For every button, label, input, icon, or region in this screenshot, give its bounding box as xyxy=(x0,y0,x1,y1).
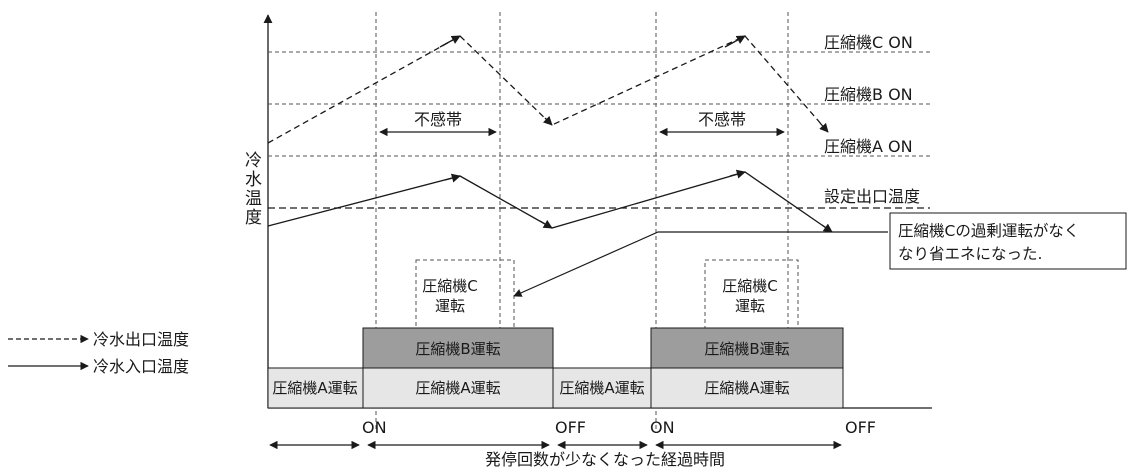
y-axis-label-char-4: 度 xyxy=(245,208,262,228)
comp-a-bar-2 xyxy=(362,367,554,409)
comp-a-bar-3 xyxy=(552,367,652,409)
callout-box xyxy=(889,212,1127,270)
comp-c-box-1-line-1: 圧縮機C xyxy=(422,277,477,295)
legend-outlet-label: 冷水出口温度 xyxy=(93,330,189,349)
label-setpoint: 設定出口温度 xyxy=(824,187,920,206)
outlet-arrow-head-1 xyxy=(439,35,461,48)
comp-c-box-1-line-2: 運転 xyxy=(435,297,465,315)
comp-a-bar-4 xyxy=(650,367,844,409)
outlet-temperature-line xyxy=(267,35,829,144)
inlet-arrow-head-4 xyxy=(821,223,833,233)
comp-c-box-2-line-2: 運転 xyxy=(735,297,765,315)
callout-line-1: 圧縮機Cの過剰運転がなく xyxy=(898,222,1079,240)
comp-c-box-2 xyxy=(704,259,799,329)
y-axis-label-char-2: 水 xyxy=(245,170,262,190)
outlet-arrow-head-3 xyxy=(724,35,746,48)
comp-b-bar-1 xyxy=(362,327,554,369)
timeline-off-1: OFF xyxy=(555,418,586,437)
outlet-arrow-head-4 xyxy=(819,122,829,133)
callout-line-2: なり省エネになった. xyxy=(898,245,1042,263)
inlet-arrow-head-2 xyxy=(539,219,553,229)
timeline-on-1: ON xyxy=(362,418,387,437)
comp-b-bar-2-label: 圧縮機B運転 xyxy=(704,340,789,358)
label-comp-a-on: 圧縮機A ON xyxy=(824,137,913,156)
y-axis-label-char-1: 冷 xyxy=(245,151,262,171)
dead-band-label-1: 不感帯 xyxy=(414,110,462,129)
legend-inlet-label: 冷水入口温度 xyxy=(93,357,189,376)
comp-a-bar-2-label: 圧縮機A運転 xyxy=(415,379,500,397)
callout-leader-line xyxy=(513,231,888,297)
timeline-caption: 発停回数が少なくなった経過時間 xyxy=(485,450,725,469)
comp-c-box-1 xyxy=(415,259,515,329)
comp-c-box-2-line-1: 圧縮機C xyxy=(722,277,777,295)
inlet-arrow-head-3 xyxy=(729,169,746,179)
y-axis-label-char-3: 温 xyxy=(245,189,262,209)
inlet-temperature-line xyxy=(267,171,833,233)
comp-a-bar-4-label: 圧縮機A運転 xyxy=(704,379,789,397)
label-comp-b-on: 圧縮機B ON xyxy=(824,85,913,104)
timeline-on-2: ON xyxy=(650,418,675,437)
comp-a-bar-1-label: 圧縮機A運転 xyxy=(272,379,357,397)
comp-a-bar-1 xyxy=(267,367,364,409)
comp-a-bar-3-label: 圧縮機A運転 xyxy=(559,379,644,397)
timeline-off-2: OFF xyxy=(845,418,876,437)
label-comp-c-on: 圧縮機C ON xyxy=(824,33,913,52)
comp-b-bar-1-label: 圧縮機B運転 xyxy=(415,340,500,358)
inlet-arrow-head-1 xyxy=(444,173,461,183)
outlet-arrow-head-2 xyxy=(542,115,553,126)
dead-band-label-2: 不感帯 xyxy=(698,110,746,129)
